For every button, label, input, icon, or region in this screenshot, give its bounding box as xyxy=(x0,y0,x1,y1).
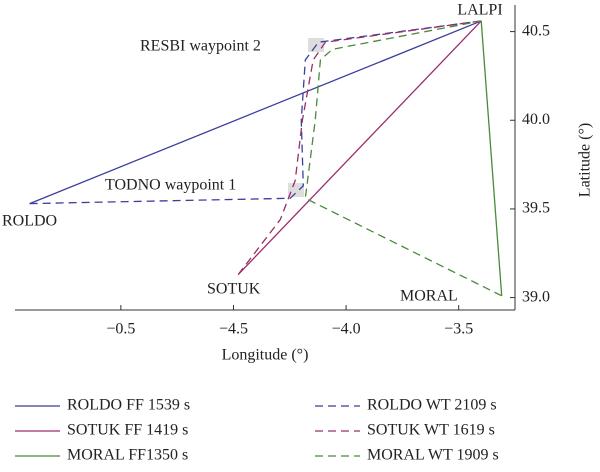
annotation: LALPI xyxy=(457,2,502,19)
legend-label: SOTUK FF 1419 s xyxy=(67,422,188,439)
y-tick-label: 40.5 xyxy=(522,22,550,39)
line xyxy=(237,20,482,275)
waypoint-box xyxy=(288,183,304,197)
annotation: MORAL xyxy=(400,288,458,305)
annotation: RESBI waypoint 2 xyxy=(140,38,261,55)
legend-label: ROLDO WT 2109 s xyxy=(367,397,497,414)
y-tick-label: 39.5 xyxy=(522,200,550,217)
x-tick-label: −4.5 xyxy=(219,321,248,338)
legend-label: ROLDO FF 1539 s xyxy=(67,397,190,414)
x-tick-label: −0.5 xyxy=(106,321,135,338)
legend-label: MORAL WT 1909 s xyxy=(367,447,499,464)
line xyxy=(29,20,482,205)
y-axis-label: Latitude (°) xyxy=(577,123,594,197)
x-tick-label: −3.5 xyxy=(444,321,473,338)
y-tick-label: 40.0 xyxy=(522,111,550,128)
line xyxy=(29,20,482,205)
line xyxy=(304,20,503,297)
line xyxy=(480,20,503,296)
x-axis-label: Longitude (°) xyxy=(222,347,309,364)
x-tick-label: −4.0 xyxy=(332,321,361,338)
annotation: ROLDO xyxy=(2,213,57,230)
annotation: TODNO waypoint 1 xyxy=(105,177,236,194)
legend-label: MORAL FF1350 s xyxy=(67,447,188,464)
annotation: SOTUK xyxy=(207,281,261,298)
y-tick-label: 39.0 xyxy=(522,288,550,305)
legend-label: SOTUK WT 1619 s xyxy=(367,422,495,439)
line xyxy=(237,20,482,275)
